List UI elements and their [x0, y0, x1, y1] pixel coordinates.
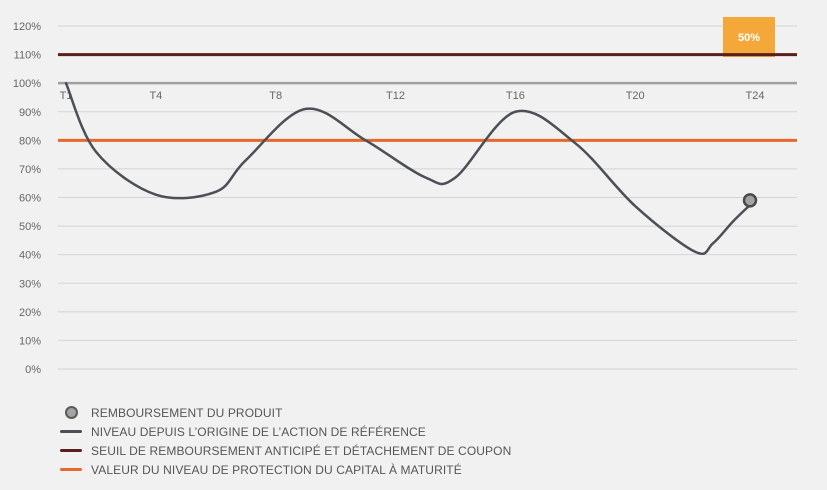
legend-reference-swatch — [60, 430, 82, 433]
coupon-label: 50% — [738, 32, 760, 44]
y-tick-label: 110% — [14, 50, 42, 62]
x-tick-label: T4 — [149, 90, 162, 102]
x-tick-label: T24 — [746, 90, 765, 102]
legend-item-reference: NIVEAU DEPUIS L’ORIGINE DE L’ACTION DE R… — [60, 422, 511, 441]
legend-label-reference: NIVEAU DEPUIS L’ORIGINE DE L’ACTION DE R… — [91, 424, 426, 439]
y-tick-label: 40% — [19, 250, 41, 262]
legend-label-autocall: SEUIL DE REMBOURSEMENT ANTICIPÉ ET DÉTAC… — [91, 443, 512, 458]
y-tick-label: 60% — [19, 193, 41, 205]
chart-area: 0% 10% 20% 30% 40% 50% 60% 70% 80% 90% 100% 110% 120… — [13, 17, 797, 376]
x-tick-label: T8 — [269, 90, 282, 102]
chart-legend: REMBOURSEMENT DU PRODUIT NIVEAU DEPUIS L… — [60, 403, 511, 479]
legend-label-protection: VALEUR DU NIVEAU DE PROTECTION DU CAPITA… — [91, 462, 462, 477]
legend-marker-swatch — [64, 406, 78, 419]
y-tick-label: 100% — [13, 78, 41, 90]
y-tick-label: 80% — [19, 135, 41, 147]
redemption-marker — [742, 193, 758, 208]
legend-item-protection: VALEUR DU NIVEAU DE PROTECTION DU CAPITA… — [60, 460, 511, 479]
legend-label-marker: REMBOURSEMENT DU PRODUIT — [91, 405, 283, 420]
legend-autocall-swatch — [60, 449, 82, 452]
coupon-box — [723, 17, 775, 57]
x-tick-label: T20 — [626, 90, 645, 102]
y-tick-label: 120% — [13, 21, 41, 33]
legend-item-marker: REMBOURSEMENT DU PRODUIT — [60, 403, 511, 422]
y-tick-label: 30% — [19, 278, 41, 290]
x-tick-label: T12 — [386, 90, 405, 102]
y-tick-label: 20% — [19, 307, 41, 319]
y-tick-label: 10% — [19, 335, 41, 347]
x-tick-label: T16 — [506, 90, 525, 102]
y-tick-label: 50% — [19, 221, 41, 233]
y-tick-label: 70% — [19, 164, 41, 176]
reference-series-line — [64, 81, 757, 256]
legend-item-autocall: SEUIL DE REMBOURSEMENT ANTICIPÉ ET DÉTAC… — [60, 441, 511, 460]
legend-protection-swatch — [60, 468, 82, 471]
y-tick-label: 0% — [25, 364, 41, 376]
y-tick-label: 90% — [19, 107, 41, 119]
